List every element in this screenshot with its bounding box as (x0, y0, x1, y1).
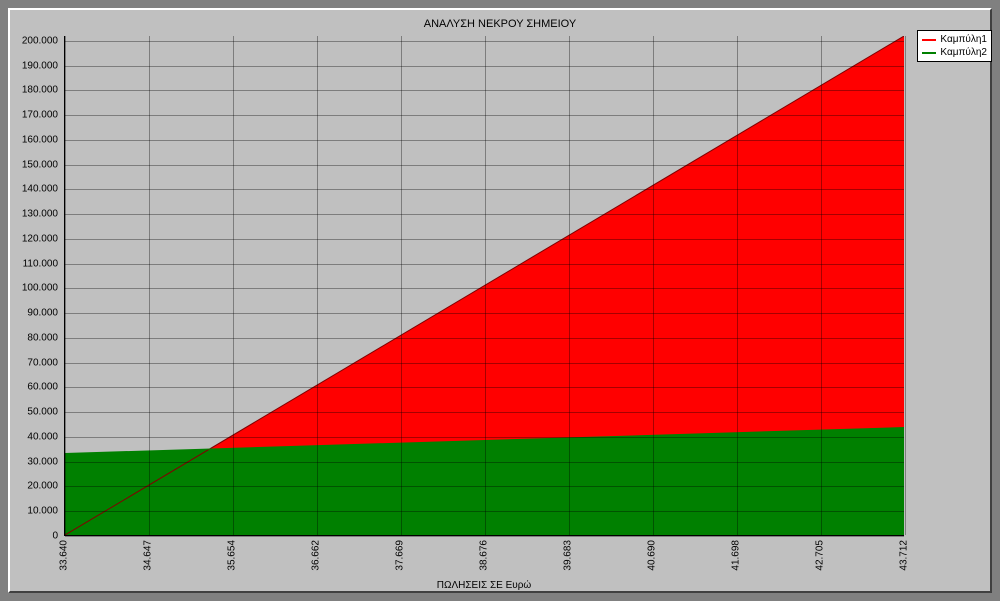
x-tick-label: 35.654 (226, 540, 237, 571)
grid-line-vertical (905, 36, 906, 535)
y-tick-label: 120.000 (10, 233, 58, 244)
y-tick-label: 10.000 (10, 506, 58, 517)
x-tick-label: 38.676 (479, 540, 490, 571)
x-tick-label: 36.662 (311, 540, 322, 571)
grid-line-vertical (65, 36, 66, 535)
grid-line-vertical (569, 36, 570, 535)
grid-line-vertical (317, 36, 318, 535)
chart-title: ΑΝΑΛΥΣΗ ΝΕΚΡΟΥ ΣΗΜΕΙΟΥ (10, 18, 990, 30)
legend: Καμπύλη1Καμπύλη2 (917, 30, 992, 62)
legend-swatch (922, 52, 936, 54)
x-axis-label: ΠΩΛΗΣΕΙΣ ΣΕ Ευρώ (64, 580, 904, 591)
y-tick-label: 30.000 (10, 456, 58, 467)
y-tick-label: 0 (10, 531, 58, 542)
y-tick-label: 40.000 (10, 431, 58, 442)
grid-line-vertical (653, 36, 654, 535)
y-tick-label: 60.000 (10, 382, 58, 393)
y-tick-label: 70.000 (10, 357, 58, 368)
y-tick-label: 50.000 (10, 407, 58, 418)
y-tick-label: 20.000 (10, 481, 58, 492)
y-tick-label: 190.000 (10, 60, 58, 71)
grid-line-horizontal (65, 536, 904, 537)
y-tick-label: 140.000 (10, 184, 58, 195)
y-tick-label: 180.000 (10, 85, 58, 96)
grid-line-vertical (233, 36, 234, 535)
y-tick-label: 160.000 (10, 134, 58, 145)
plot-area (64, 36, 904, 536)
x-tick-label: 40.690 (646, 540, 657, 571)
y-tick-label: 130.000 (10, 209, 58, 220)
y-tick-label: 110.000 (10, 258, 58, 269)
grid-line-vertical (737, 36, 738, 535)
grid-line-vertical (485, 36, 486, 535)
grid-line-vertical (149, 36, 150, 535)
legend-swatch (922, 39, 936, 41)
chart-container: ΑΝΑΛΥΣΗ ΝΕΚΡΟΥ ΣΗΜΕΙΟΥ ΠΩΛΗΣΕΙΣ ΣΕ Ευρώ … (0, 0, 1000, 601)
grid-line-vertical (821, 36, 822, 535)
grid-line-vertical (401, 36, 402, 535)
legend-item: Καμπύλη1 (922, 33, 987, 46)
legend-label: Καμπύλη2 (940, 46, 987, 59)
x-tick-label: 37.669 (395, 540, 406, 571)
legend-item: Καμπύλη2 (922, 46, 987, 59)
x-tick-label: 39.683 (562, 540, 573, 571)
legend-label: Καμπύλη1 (940, 33, 987, 46)
y-tick-label: 170.000 (10, 110, 58, 121)
y-tick-label: 200.000 (10, 35, 58, 46)
chart-panel: ΑΝΑΛΥΣΗ ΝΕΚΡΟΥ ΣΗΜΕΙΟΥ ΠΩΛΗΣΕΙΣ ΣΕ Ευρώ … (8, 8, 992, 593)
y-tick-label: 150.000 (10, 159, 58, 170)
x-tick-label: 41.698 (731, 540, 742, 571)
y-tick-label: 80.000 (10, 332, 58, 343)
x-tick-label: 42.705 (815, 540, 826, 571)
y-tick-label: 90.000 (10, 308, 58, 319)
x-tick-label: 43.712 (899, 540, 910, 571)
x-tick-label: 33.640 (59, 540, 70, 571)
x-tick-label: 34.647 (142, 540, 153, 571)
y-tick-label: 100.000 (10, 283, 58, 294)
